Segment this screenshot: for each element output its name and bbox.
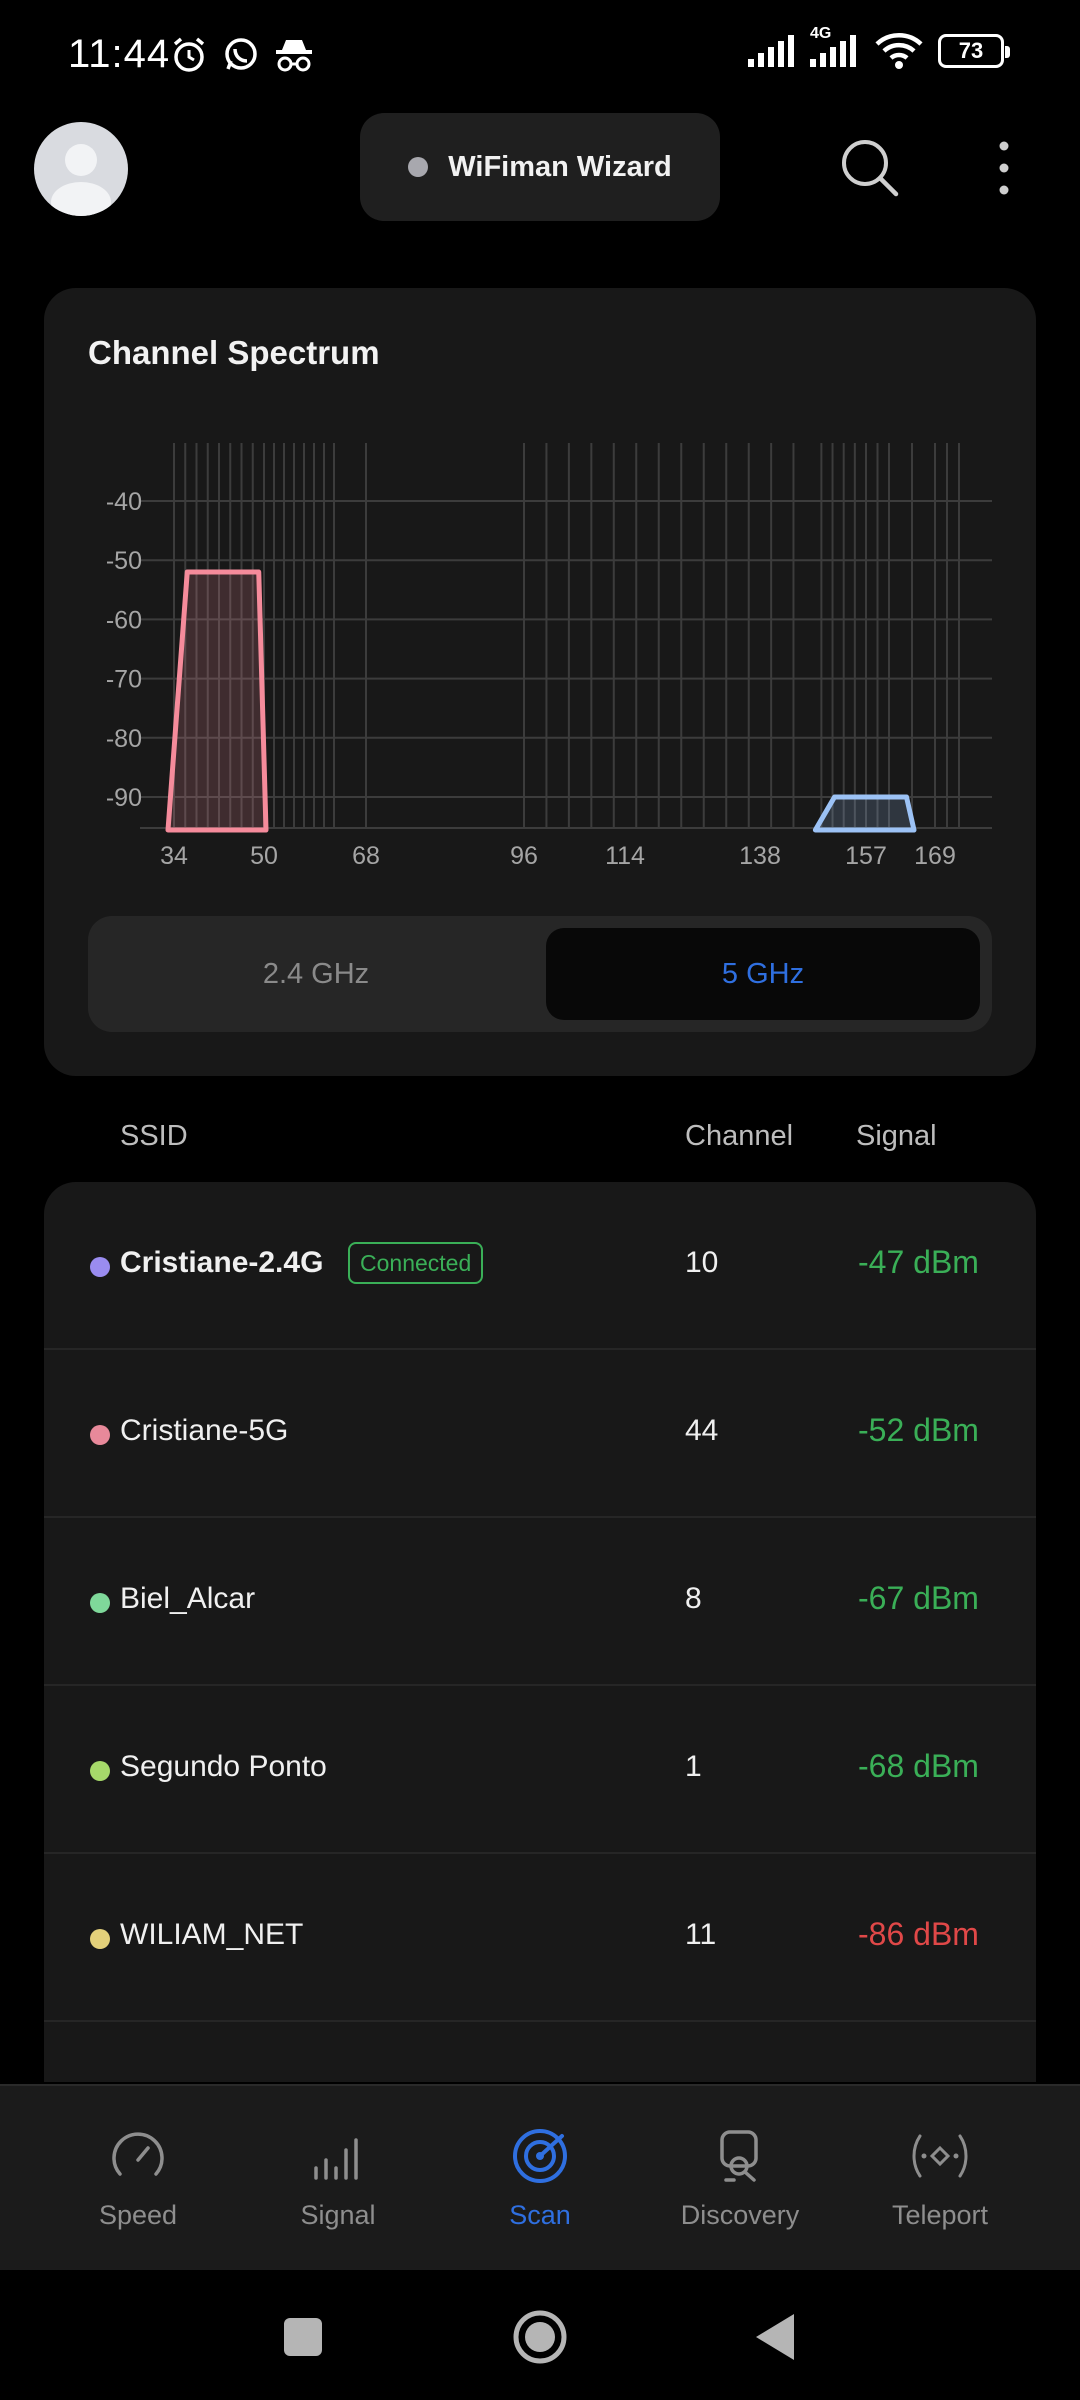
x-tick-label: 138: [739, 842, 781, 870]
back-icon[interactable]: [742, 2302, 812, 2372]
band-toggle: 2.4 GHz 5 GHz: [88, 916, 992, 1032]
network-list: Cristiane-2.4G Connected 10 -47 dBm Cris…: [44, 1182, 1036, 2082]
y-tick-label: -60: [106, 606, 142, 634]
battery-level: 73: [958, 38, 984, 63]
home-icon[interactable]: [505, 2302, 575, 2372]
network-channel: 44: [685, 1414, 719, 1447]
battery-icon: 73: [938, 34, 1010, 68]
notification-icons: [170, 36, 314, 74]
y-tick-label: -80: [106, 725, 142, 753]
network-ssid: Segundo Ponto: [120, 1750, 327, 1783]
table-row[interactable]: Biel_Alcar 8 -67 dBm: [44, 1518, 1036, 1686]
network-table-header: SSID Channel Signal: [0, 1120, 1080, 1160]
y-tick-label: -40: [106, 488, 142, 516]
network-channel: 1: [685, 1750, 702, 1783]
channel-spectrum-card: Channel Spectrum -40 -50 -60 -70 -80 -90 34 50 6…: [44, 288, 1036, 1076]
network-color-dot: [90, 1761, 110, 1781]
x-tick-label: 34: [160, 842, 188, 870]
table-row[interactable]: Segundo Ponto 1 -68 dBm: [44, 1686, 1036, 1854]
search-icon[interactable]: [838, 136, 902, 200]
wizard-label: WiFiman Wizard: [448, 150, 672, 183]
nav-label: Signal: [300, 2200, 376, 2230]
nav-teleport[interactable]: Teleport: [840, 2126, 1040, 2246]
table-row[interactable]: Cristiane-5G 44 -52 dBm: [44, 1350, 1036, 1518]
nav-label: Scan: [509, 2200, 571, 2230]
channel-spectrum-chart: -40 -50 -60 -70 -80 -90 34 50 68 96 114 138 157 169: [106, 443, 992, 870]
nav-label: Speed: [98, 2200, 178, 2230]
recents-icon[interactable]: [268, 2302, 338, 2372]
nav-discovery[interactable]: Discovery: [640, 2126, 840, 2246]
network-ssid: Biel_Alcar: [120, 1582, 256, 1615]
x-tick-label: 68: [352, 842, 380, 870]
network-channel: 8: [685, 1582, 702, 1615]
spectrum-title: Channel Spectrum: [88, 334, 380, 371]
nav-scan[interactable]: Scan: [440, 2126, 640, 2246]
x-tick-label: 157: [845, 842, 887, 870]
y-tick-label: -70: [106, 666, 142, 694]
network-color-dot: [90, 1593, 110, 1613]
network-ssid: WILIAM_NET: [120, 1918, 304, 1951]
x-tick-label: 114: [605, 842, 645, 870]
header-ssid[interactable]: SSID: [120, 1120, 188, 1152]
band-option-5ghz[interactable]: 5 GHz: [546, 928, 980, 1020]
network-color-dot: [90, 1425, 110, 1445]
network-signal: -67 dBm: [858, 1580, 979, 1616]
header-channel[interactable]: Channel: [685, 1120, 794, 1152]
more-options-icon[interactable]: [990, 136, 1018, 200]
status-dot: [408, 157, 429, 177]
x-tick-label: 96: [510, 842, 538, 870]
status-time: 11:44: [68, 32, 171, 76]
network-channel: 10: [685, 1246, 719, 1279]
radar-icon: [513, 2129, 567, 2183]
x-tick-label: 169: [914, 842, 956, 870]
network-type-label: 4G: [810, 25, 832, 42]
y-tick-label: -50: [106, 547, 142, 575]
y-tick-label: -90: [106, 784, 142, 812]
system-status-icons: 4G 73: [748, 25, 1010, 70]
avatar[interactable]: [34, 122, 128, 216]
cell-signal-icon: [748, 35, 794, 67]
user-icon: [51, 144, 111, 216]
channel-44-signal-shape: [165, 569, 269, 833]
channel-157-signal-shape: [812, 794, 917, 833]
wifiman-wizard-button[interactable]: WiFiman Wizard: [360, 113, 720, 221]
whatsapp-icon: [225, 38, 257, 70]
wifi-icon: [875, 33, 923, 69]
band-option-2-4ghz[interactable]: 2.4 GHz: [262, 957, 370, 990]
device-search-icon: [720, 2130, 758, 2182]
network-signal: -86 dBm: [858, 1916, 979, 1952]
nav-label: Teleport: [891, 2200, 989, 2230]
incognito-icon: [276, 40, 312, 72]
speedometer-icon: [112, 2132, 164, 2176]
cell-signal-4g-icon: 4G: [810, 25, 860, 69]
table-row[interactable]: WILIAM_NET 11 -86 dBm: [44, 1854, 1036, 2022]
connected-badge: Connected: [348, 1242, 484, 1284]
network-color-dot: [90, 1929, 110, 1949]
network-ssid: Cristiane-5G: [120, 1414, 289, 1447]
alarm-icon: [173, 37, 205, 72]
nav-signal[interactable]: Signal: [238, 2126, 438, 2246]
bottom-navigation: Speed Signal Scan Discovery: [0, 2084, 1080, 2270]
system-navigation-bar: [0, 2270, 1080, 2400]
table-row[interactable]: Cristiane-2.4G Connected 10 -47 dBm: [44, 1182, 1036, 1350]
nav-speed[interactable]: Speed: [38, 2126, 238, 2246]
network-ssid: Cristiane-2.4G: [120, 1246, 324, 1279]
teleport-icon: [912, 2134, 968, 2178]
status-bar: 11:44 4G: [0, 0, 1080, 110]
network-signal: -52 dBm: [858, 1412, 979, 1448]
signal-bars-icon: [314, 2138, 358, 2180]
network-signal: -47 dBm: [858, 1244, 979, 1280]
x-tick-label: 50: [250, 842, 278, 870]
network-signal: -68 dBm: [858, 1748, 979, 1784]
header-signal[interactable]: Signal: [856, 1120, 937, 1152]
network-color-dot: [90, 1257, 110, 1277]
nav-label: Discovery: [680, 2200, 800, 2230]
network-channel: 11: [685, 1918, 717, 1951]
